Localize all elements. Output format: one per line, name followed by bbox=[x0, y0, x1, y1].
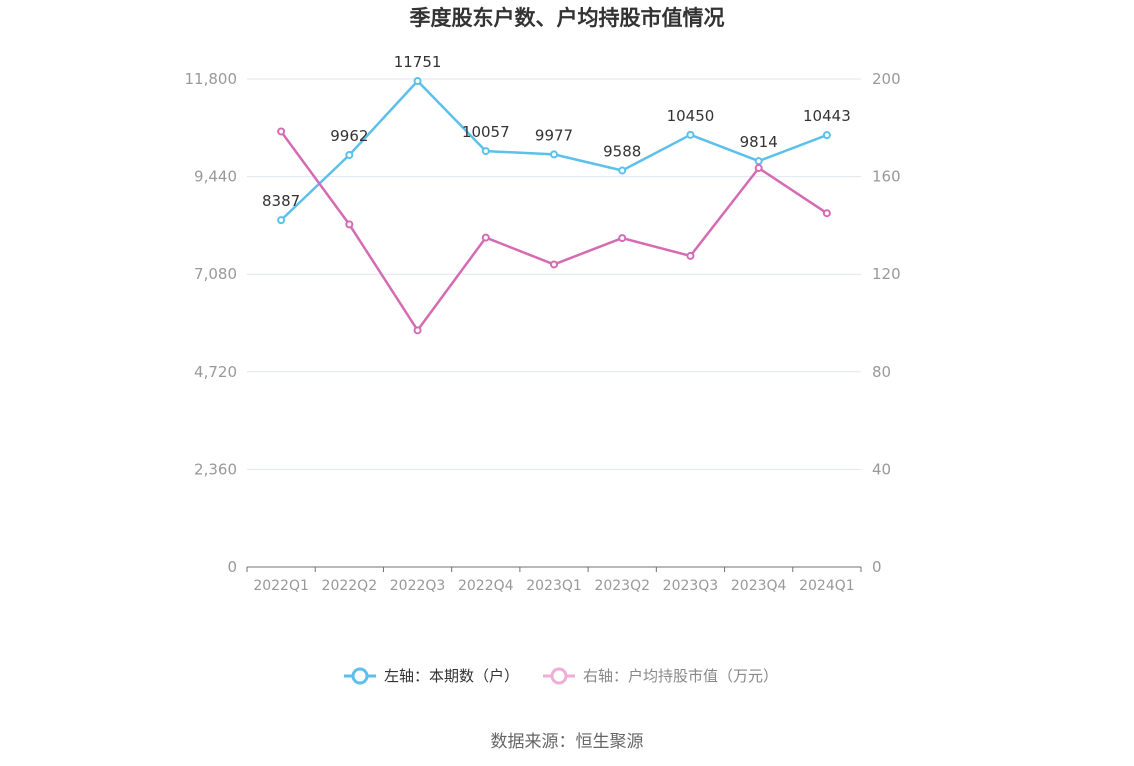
x-tick-label: 2022Q2 bbox=[322, 578, 378, 594]
legend-marker-circle-right bbox=[550, 667, 568, 685]
y-right-tick-label: 0 bbox=[872, 558, 882, 576]
data-label: 8387 bbox=[262, 192, 300, 210]
data-point bbox=[550, 150, 558, 159]
x-tick-label: 2022Q4 bbox=[458, 578, 514, 594]
x-tick-label: 2023Q4 bbox=[731, 578, 787, 594]
y-right-tick-label: 40 bbox=[872, 460, 891, 478]
data-labels: 8387 9962 11751 10057 9977 9588 10450 9814 10443 bbox=[262, 53, 851, 210]
legend-item-right-axis[interactable]: 右轴：户均持股市值（万元） bbox=[543, 667, 778, 685]
data-point bbox=[481, 147, 490, 156]
data-label: 11751 bbox=[394, 53, 442, 71]
y-left-tick-label: 0 bbox=[227, 558, 237, 576]
grid bbox=[247, 78, 861, 470]
y-left-tick-label: 11,800 bbox=[185, 70, 238, 88]
chart-title: 季度股东户数、户均持股市值情况 bbox=[410, 6, 725, 30]
y-right-tick-label: 200 bbox=[872, 70, 901, 88]
source-text: 数据来源：恒生聚源 bbox=[491, 732, 644, 752]
data-point bbox=[413, 77, 422, 86]
data-label: 9814 bbox=[740, 133, 778, 151]
y-left-tick-label: 9,440 bbox=[194, 168, 237, 186]
data-point bbox=[686, 130, 695, 139]
data-point bbox=[481, 233, 490, 242]
x-tick-label: 2023Q1 bbox=[526, 578, 582, 594]
data-label: 9977 bbox=[535, 126, 573, 144]
axes: 0 0 2,360 40 4,720 80 7,080 120 9,440 160 11,800 20… bbox=[185, 70, 901, 594]
data-label: 10057 bbox=[462, 123, 510, 141]
data-label: 10450 bbox=[667, 107, 715, 125]
y-right-tick-label: 120 bbox=[872, 265, 901, 283]
data-point bbox=[345, 151, 354, 160]
data-point bbox=[822, 131, 831, 140]
x-tick-label: 2022Q1 bbox=[253, 578, 309, 594]
legend: 左轴：本期数（户） 右轴：户均持股市值（万元） bbox=[344, 667, 778, 685]
data-point bbox=[345, 220, 354, 229]
y-right-tick-label: 80 bbox=[872, 363, 891, 381]
data-point bbox=[754, 164, 763, 173]
data-point bbox=[686, 251, 695, 260]
data-point bbox=[413, 326, 422, 335]
y-right-tick-label: 160 bbox=[872, 168, 901, 186]
legend-item-left-axis[interactable]: 左轴：本期数（户） bbox=[344, 667, 519, 685]
x-tick-label: 2023Q2 bbox=[594, 578, 650, 594]
x-tick-label: 2024Q1 bbox=[799, 578, 855, 594]
data-label: 9962 bbox=[330, 127, 368, 145]
data-point bbox=[822, 209, 831, 218]
series-line-market-value bbox=[280, 130, 828, 332]
data-point bbox=[618, 166, 627, 175]
data-point bbox=[550, 260, 558, 269]
series-layer bbox=[277, 77, 831, 335]
data-label: 10443 bbox=[803, 107, 851, 125]
x-tick-label: 2022Q3 bbox=[390, 578, 446, 594]
data-point bbox=[618, 234, 627, 243]
legend-label-left: 左轴：本期数（户） bbox=[384, 667, 519, 685]
legend-marker-circle-left bbox=[351, 667, 369, 685]
legend-label-right: 右轴：户均持股市值（万元） bbox=[583, 667, 778, 685]
y-left-tick-label: 2,360 bbox=[194, 460, 237, 478]
x-tick-label: 2023Q3 bbox=[663, 578, 719, 594]
data-label: 9588 bbox=[603, 142, 641, 160]
data-point bbox=[277, 216, 286, 225]
data-point bbox=[277, 127, 286, 136]
y-left-tick-label: 4,720 bbox=[194, 363, 237, 381]
y-left-tick-label: 7,080 bbox=[194, 265, 237, 283]
data-point bbox=[754, 157, 763, 166]
